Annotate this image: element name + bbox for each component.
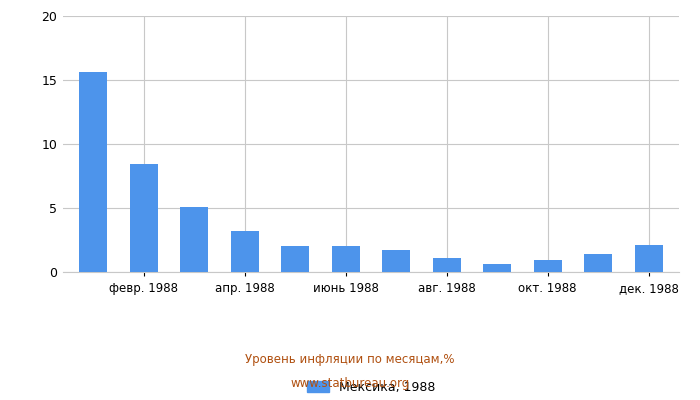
Bar [79,72,107,272]
Bar [433,258,461,272]
Text: www.statbureau.org: www.statbureau.org [290,378,410,390]
Bar [635,245,663,272]
Bar [281,246,309,272]
Bar [181,207,208,272]
Legend: Мексика, 1988: Мексика, 1988 [302,376,440,399]
Bar [231,231,259,272]
Text: Уровень инфляции по месяцам,%: Уровень инфляции по месяцам,% [245,354,455,366]
Bar [382,250,410,272]
Bar [483,264,511,272]
Bar [332,246,360,272]
Bar [584,254,612,272]
Bar [130,164,158,272]
Bar [534,260,561,272]
